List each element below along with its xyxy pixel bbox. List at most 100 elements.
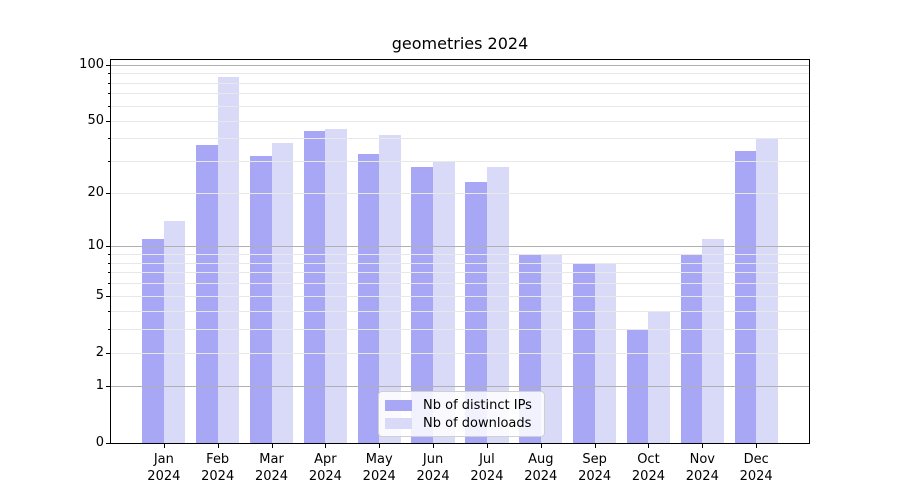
gridline-minor	[111, 262, 809, 264]
x-tick-mark	[325, 444, 327, 448]
bar-downloads-apr	[325, 129, 347, 443]
y-tick-label: 10	[87, 238, 104, 254]
y-tick-label: 2	[95, 344, 104, 360]
x-tick-month: Jun	[422, 452, 444, 467]
gridline-minor	[111, 73, 809, 75]
x-tick-label: May 2024	[347, 451, 411, 485]
gridline-major	[111, 64, 809, 66]
x-tick-month: Aug	[528, 452, 554, 467]
bar-downloads-feb	[217, 76, 240, 443]
y-tick-label: 0	[95, 435, 104, 450]
x-tick-mark	[486, 444, 488, 448]
y-minor-tick-mark	[108, 73, 110, 75]
x-tick-mark	[594, 444, 596, 448]
gridline-minor	[111, 120, 809, 122]
bar-distinct-ips-jul	[465, 182, 487, 443]
x-tick-label: Mar 2024	[240, 451, 304, 485]
bar-distinct-ips-mar	[249, 156, 272, 443]
x-tick-month: Dec	[743, 452, 769, 467]
bar-distinct-ips-sep	[573, 262, 595, 443]
x-tick-label: Apr 2024	[293, 451, 357, 485]
x-tick-mark	[163, 444, 165, 448]
x-tick-mark	[756, 444, 758, 448]
x-tick-year: 2024	[254, 469, 289, 484]
x-tick-year: 2024	[147, 469, 181, 484]
gridline-major	[111, 246, 809, 248]
x-tick-month: Sep	[582, 452, 607, 467]
x-tick-label: Sep 2024	[563, 451, 627, 485]
x-tick-label: Aug 2024	[509, 451, 573, 485]
legend-item: Nb of downloads	[385, 416, 536, 431]
gridline-minor	[111, 254, 809, 256]
x-tick-label: Dec 2024	[724, 451, 788, 485]
y-tick-mark	[106, 386, 110, 388]
bar-downloads-dec	[756, 138, 778, 443]
bar-downloads-sep	[594, 262, 617, 443]
x-tick-year: 2024	[685, 469, 719, 484]
x-tick-month: Oct	[637, 452, 660, 467]
x-tick-label: Jun 2024	[401, 451, 465, 485]
y-minor-tick-mark	[108, 93, 110, 95]
legend-swatch-downloads	[385, 417, 412, 429]
y-tick-label: 1	[95, 378, 104, 394]
y-tick-mark	[106, 443, 110, 444]
bar-downloads-mar	[271, 142, 294, 443]
bar-downloads-jun	[433, 161, 455, 443]
x-tick-year: 2024	[739, 469, 773, 484]
x-tick-mark	[217, 444, 219, 448]
x-tick-year: 2024	[201, 469, 235, 484]
legend-swatch-distinct-ips	[385, 399, 412, 411]
bar-downloads-nov	[702, 239, 724, 443]
y-tick-mark	[106, 352, 110, 354]
y-minor-tick-mark	[108, 311, 110, 313]
gridline-minor	[111, 311, 809, 313]
gridline-minor	[111, 193, 809, 195]
y-minor-tick-mark	[108, 262, 110, 264]
bar-distinct-ips-jun	[411, 166, 434, 443]
legend-item: Nb of distinct IPs	[385, 398, 536, 413]
gridline-minor	[111, 352, 809, 354]
x-tick-year: 2024	[416, 469, 450, 484]
x-tick-mark	[433, 444, 435, 448]
gridline-minor	[111, 82, 809, 84]
gridline-minor	[111, 161, 809, 163]
x-tick-mark	[379, 444, 381, 448]
x-tick-year: 2024	[308, 469, 342, 484]
bar-downloads-jan	[163, 220, 186, 443]
x-tick-label: Jan 2024	[132, 451, 196, 485]
y-minor-tick-mark	[108, 161, 110, 163]
x-tick-year: 2024	[362, 469, 396, 484]
x-tick-month: Jan	[153, 452, 174, 467]
y-minor-tick-mark	[108, 272, 110, 274]
legend-label: Nb of distinct IPs	[423, 397, 532, 413]
gridline-minor	[111, 138, 809, 140]
bar-distinct-ips-oct	[626, 329, 649, 443]
y-minor-tick-mark	[108, 254, 110, 256]
x-tick-year: 2024	[524, 469, 558, 484]
x-tick-mark	[648, 444, 650, 448]
x-tick-year: 2024	[578, 469, 612, 484]
gridline-minor	[111, 105, 809, 107]
y-tick-mark	[106, 296, 110, 298]
x-tick-month: Mar	[259, 452, 284, 467]
gridline-major	[111, 386, 809, 388]
y-tick-mark	[106, 246, 110, 248]
y-minor-tick-mark	[108, 283, 110, 285]
bar-distinct-ips-may	[357, 153, 380, 443]
bar-downloads-oct	[648, 311, 671, 443]
bar-distinct-ips-apr	[303, 130, 326, 443]
y-tick-label: 5	[95, 288, 104, 304]
y-minor-tick-mark	[108, 105, 110, 107]
gridline-minor	[111, 93, 809, 95]
y-tick-mark	[106, 120, 110, 122]
x-tick-label: Nov 2024	[670, 451, 734, 485]
y-tick-label: 50	[87, 112, 104, 128]
gridline-minor	[111, 329, 809, 331]
y-minor-tick-mark	[108, 138, 110, 140]
x-tick-month: Apr	[314, 452, 337, 467]
gridline-minor	[111, 283, 809, 285]
